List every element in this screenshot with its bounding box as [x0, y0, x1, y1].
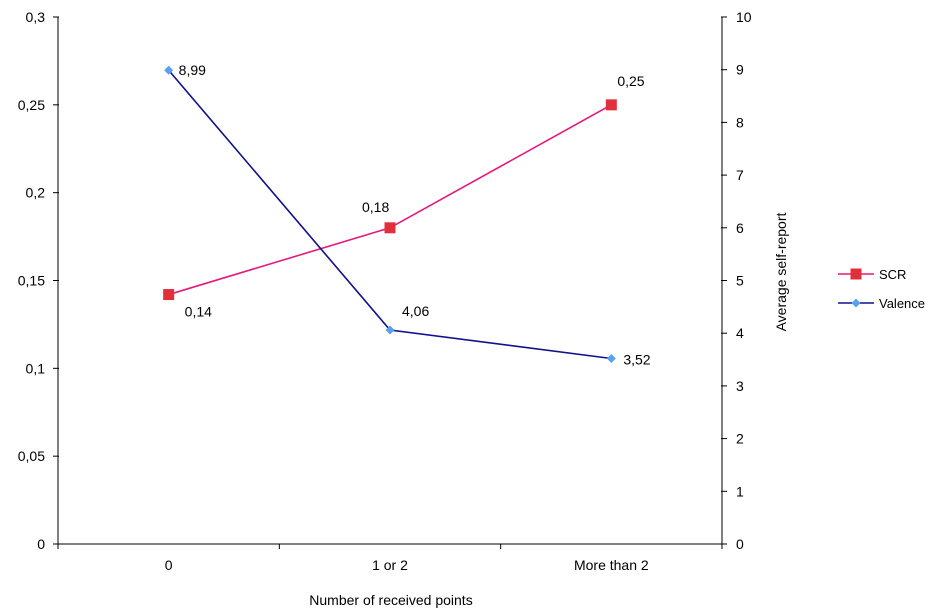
legend-label-valence: Valence	[879, 296, 925, 311]
right-y-tick-label: 6	[736, 220, 744, 236]
right-y-tick-label: 3	[736, 378, 744, 394]
right-y-tick-label: 0	[736, 536, 744, 552]
data-point-scr	[384, 222, 396, 234]
data-label-scr: 0,25	[617, 73, 644, 89]
legend-marker-valence	[851, 298, 861, 308]
data-point-valence	[606, 353, 616, 363]
data-point-scr	[605, 99, 617, 111]
left-y-tick-label: 0	[37, 536, 45, 552]
right-y-tick-label: 7	[736, 167, 744, 183]
right-y-tick-label: 8	[736, 114, 744, 130]
right-y-tick-label: 4	[736, 325, 744, 341]
right-y-tick-label: 2	[736, 431, 744, 447]
data-point-valence	[164, 65, 174, 75]
data-point-scr	[163, 289, 175, 301]
data-point-valence	[385, 325, 395, 335]
left-y-tick-label: 0,05	[18, 448, 45, 464]
legend: SCR Valence	[838, 267, 925, 311]
left-y-tick-label: 0,25	[18, 97, 45, 113]
left-y-tick-label: 0,1	[26, 360, 46, 376]
axes: 0 0,05 0,1 0,15 0,2 0,25 0,3 0 1 2 3 4 5 6 7 8 9 10 0 1 or …	[18, 9, 752, 573]
series-line-valence	[168, 69, 612, 360]
right-y-tick-label: 5	[736, 273, 744, 289]
data-label-valence: 4,06	[402, 303, 429, 319]
data-label-scr: 0,18	[362, 199, 389, 215]
x-tick-label: 0	[165, 557, 173, 573]
data-label-valence: 3,52	[623, 351, 650, 367]
data-label-valence: 8,99	[179, 62, 206, 78]
data-label-scr: 0,14	[185, 304, 212, 320]
legend-marker-scr	[850, 268, 862, 280]
x-axis-title: Number of received points	[309, 592, 472, 608]
right-y-axis-title: Average self-report	[773, 212, 789, 331]
x-tick-label: More than 2	[574, 557, 649, 573]
x-tick-label: 1 or 2	[372, 557, 408, 573]
right-y-tick-label: 9	[736, 62, 744, 78]
right-y-tick-label: 10	[736, 9, 752, 25]
left-y-tick-label: 0,15	[18, 273, 45, 289]
right-y-tick-label: 1	[736, 483, 744, 499]
legend-label-scr: SCR	[879, 267, 906, 282]
left-y-tick-label: 0,3	[26, 9, 46, 25]
series-line-scr	[168, 104, 612, 296]
series-layer: 0,14 0,18 0,25 8,99 4,06 3,52	[163, 62, 651, 367]
left-y-tick-label: 0,2	[26, 185, 46, 201]
